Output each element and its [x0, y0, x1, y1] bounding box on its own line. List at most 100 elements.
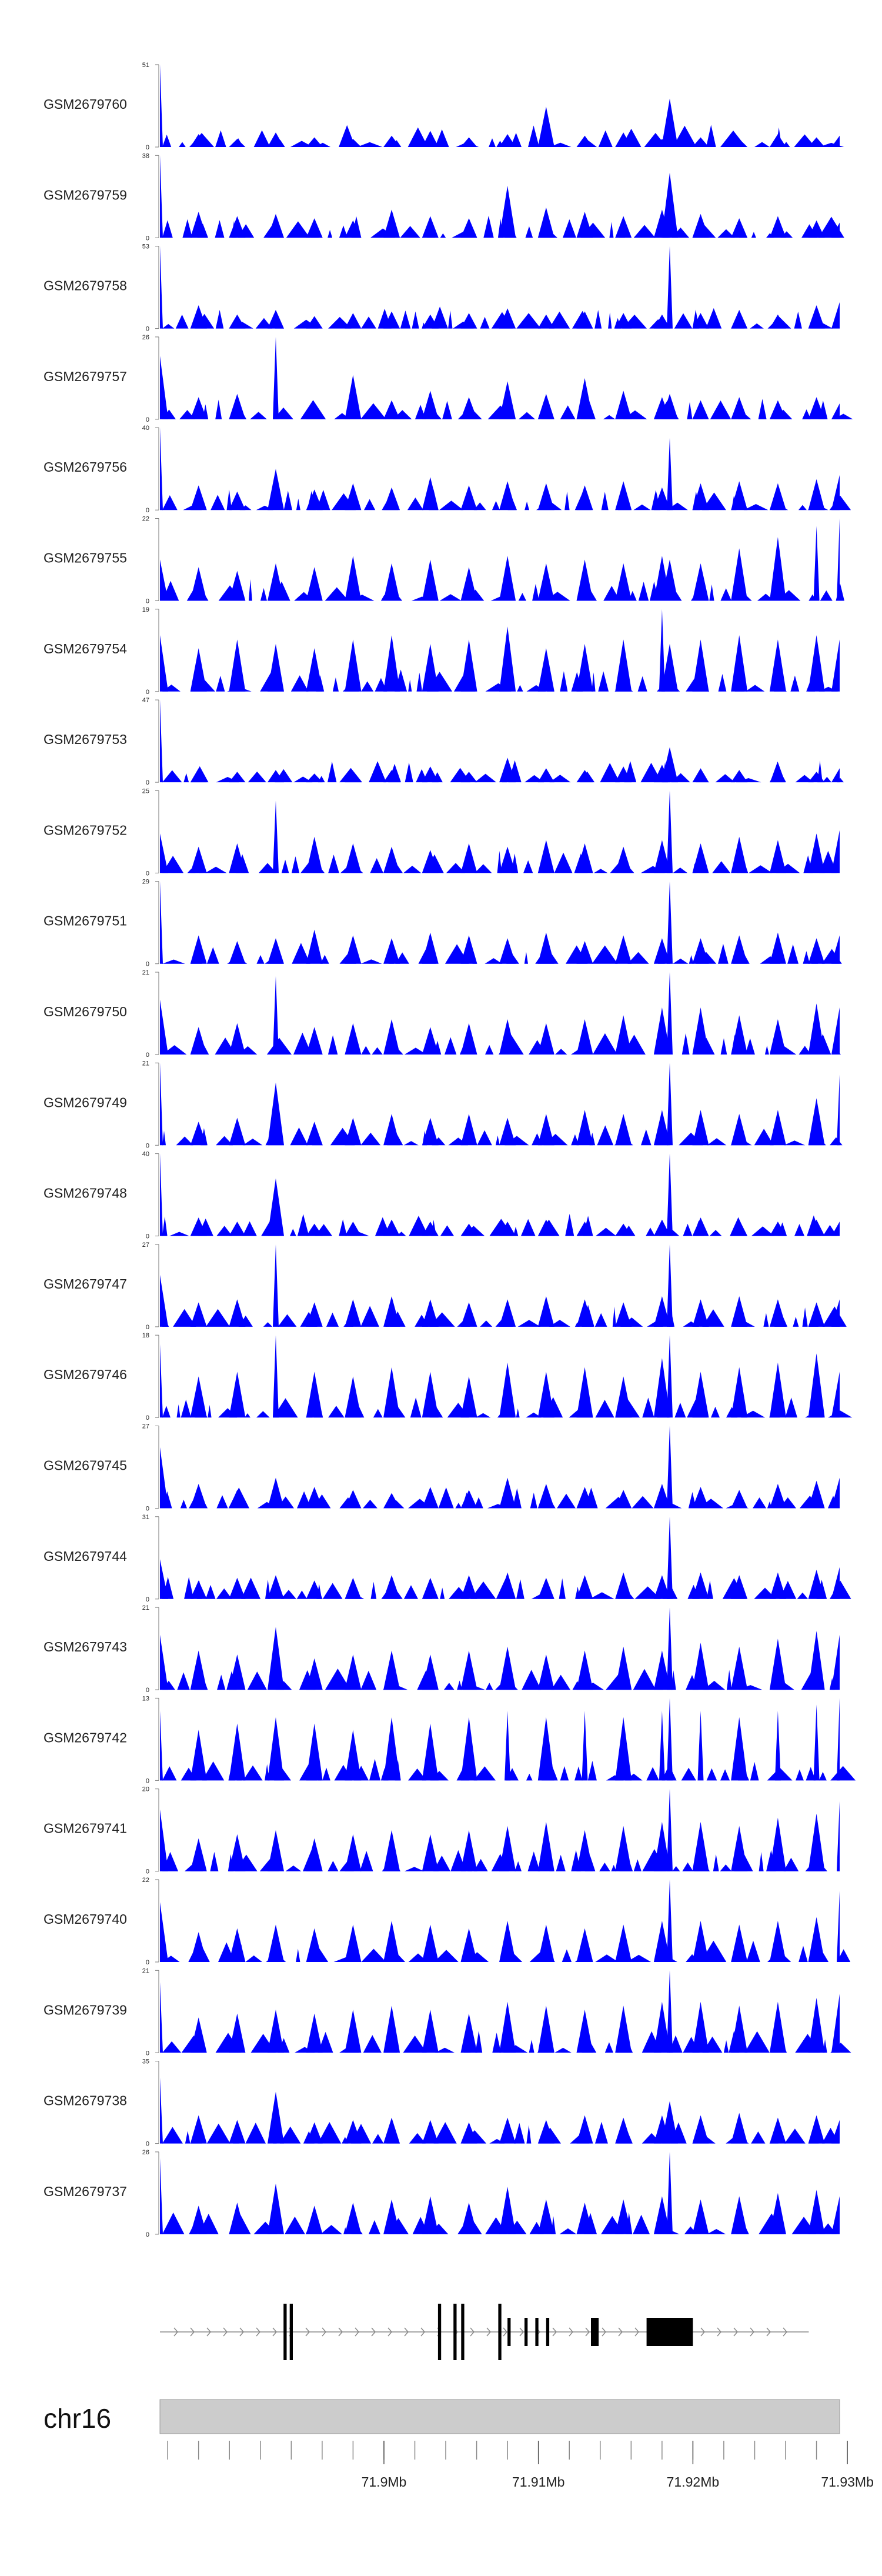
coverage-peak — [190, 1650, 207, 1690]
coverage-peak — [306, 2122, 323, 2144]
coverage-peak — [667, 2151, 673, 2234]
coverage-area — [160, 1669, 840, 1690]
coverage-area — [160, 760, 844, 783]
coverage-peak — [831, 2196, 840, 2234]
coverage-peak — [306, 567, 323, 601]
coverage-peak — [422, 2010, 439, 2053]
coverage-peak — [422, 216, 439, 238]
coverage-peak — [615, 2199, 632, 2234]
gene-exon — [524, 2318, 528, 2346]
coverage-peak — [422, 1487, 439, 1509]
coverage-peak — [653, 314, 670, 329]
coverage-peak — [697, 1710, 704, 1781]
coverage-peak — [653, 1921, 670, 1962]
coverage-peak — [731, 1575, 748, 1599]
track-label: GSM2679750 — [44, 1004, 127, 1019]
coverage-peak — [306, 1487, 323, 1509]
coverage-peak — [837, 1698, 840, 1781]
strand-arrow-icon — [371, 2327, 376, 2337]
coverage-peak — [731, 218, 748, 238]
coverage-peak — [831, 1222, 840, 1236]
coverage-peak — [808, 1302, 825, 1327]
coverage-peak — [813, 1704, 820, 1781]
coverage-peak — [190, 935, 207, 964]
gene-exon — [646, 2318, 693, 2346]
coverage-peak — [190, 1838, 207, 1871]
coverage-peak — [692, 1007, 709, 1055]
coverage-peak — [345, 843, 362, 873]
coverage-peak — [345, 1023, 362, 1055]
coverage-peak — [537, 1372, 554, 1418]
coverage-peak — [160, 155, 163, 238]
coverage-peak — [537, 648, 554, 692]
coverage-peak — [422, 2120, 439, 2144]
coverage-peak — [537, 207, 554, 238]
strand-arrow-icon — [387, 2327, 392, 2337]
y-max-label: 47 — [142, 697, 149, 704]
coverage-peak — [576, 1487, 593, 1509]
coverage-peak — [537, 768, 554, 783]
y-min-label: 0 — [146, 689, 149, 696]
y-max-label: 21 — [142, 1967, 149, 1974]
coverage-peak — [769, 400, 786, 419]
y-max-label: 13 — [142, 1695, 149, 1702]
coverage-peak — [692, 2199, 709, 2234]
coverage-peak — [383, 1296, 400, 1327]
y-max-label: 27 — [142, 1423, 149, 1430]
coverage-peak — [190, 397, 207, 419]
y-min-label: 0 — [146, 1324, 149, 1331]
coverage-peak — [808, 772, 825, 783]
coverage-peak — [653, 1296, 670, 1327]
track-label: GSM2679743 — [44, 1639, 127, 1654]
coverage-peak — [345, 313, 362, 329]
track-label: GSM2679751 — [44, 913, 127, 929]
coverage-peak — [769, 483, 786, 510]
coverage-peak — [306, 316, 323, 329]
coverage-peak — [190, 1027, 207, 1055]
coverage-peak — [653, 1575, 670, 1599]
coverage-peak — [653, 1219, 670, 1236]
coverage-peak — [731, 1296, 748, 1327]
track-GSM2679754: GSM2679754 19 0 — [44, 606, 840, 696]
coverage-peak — [615, 639, 632, 692]
coverage-peak — [460, 1830, 477, 1871]
coverage-peak — [731, 1015, 748, 1055]
coverage-peak — [662, 98, 678, 147]
strand-arrow-icon — [634, 2327, 639, 2337]
coverage-peak — [615, 481, 632, 510]
coverage-peak — [731, 1490, 748, 1509]
coverage-peak — [273, 976, 279, 1055]
coverage-peak — [306, 137, 323, 147]
coverage-peak — [576, 1575, 593, 1599]
coverage-area — [160, 1396, 853, 1418]
coverage-peak — [576, 941, 593, 964]
strand-arrow-icon — [355, 2327, 359, 2337]
coverage-peak — [306, 1838, 323, 1871]
gene-exon — [591, 2318, 599, 2346]
coverage-peak — [731, 1717, 748, 1781]
coverage-peak — [808, 397, 825, 419]
coverage-peak — [615, 391, 632, 419]
coverage-peak — [692, 563, 709, 601]
y-max-label: 22 — [142, 1877, 149, 1884]
coverage-peak — [615, 1223, 632, 1236]
coverage-peak — [731, 1646, 748, 1690]
track-GSM2679751: GSM2679751 29 0 — [44, 879, 842, 968]
coverage-peak — [460, 1023, 477, 1055]
coverage-area — [160, 2030, 851, 2053]
coverage-peak — [831, 935, 840, 964]
coverage-peak — [653, 1358, 670, 1418]
track-GSM2679747: GSM2679747 27 0 — [44, 1242, 847, 1331]
x-tick-label: 71.92Mb — [667, 2474, 720, 2490]
coverage-peak — [190, 305, 207, 329]
coverage-peak — [190, 1932, 207, 1962]
y-max-label: 53 — [142, 243, 149, 251]
coverage-peak — [831, 768, 840, 783]
coverage-peak — [615, 935, 632, 964]
coverage-peak — [383, 1830, 400, 1871]
strand-arrow-icon — [305, 2327, 310, 2337]
track-label: GSM2679759 — [44, 187, 127, 202]
coverage-peak — [692, 1299, 709, 1327]
coverage-peak — [576, 212, 593, 238]
